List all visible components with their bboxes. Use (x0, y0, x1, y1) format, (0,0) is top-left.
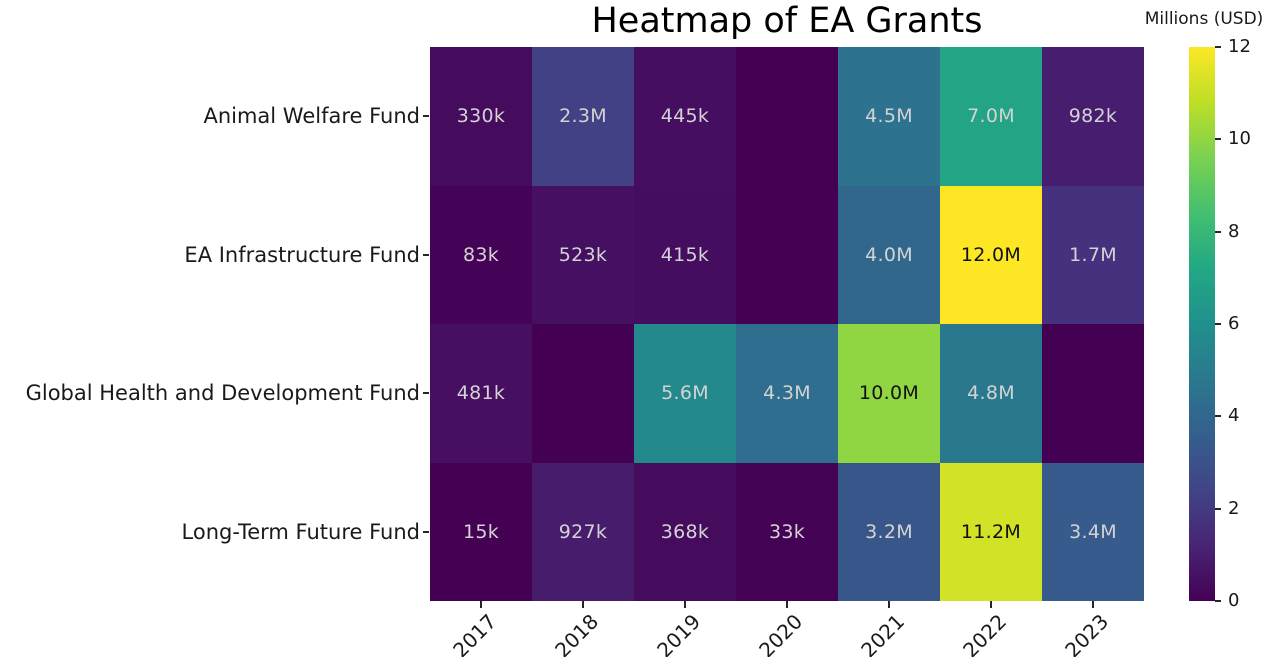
colorbar (1189, 47, 1215, 601)
x-tick-label: 2020 (754, 609, 808, 657)
cell-value-label: 368k (660, 520, 710, 543)
x-tick-mark (684, 601, 686, 608)
colorbar-tick-mark (1215, 600, 1221, 602)
heatmap-cell (532, 324, 634, 463)
heatmap-cell (1042, 324, 1144, 463)
heatmap-cell: 368k (634, 462, 736, 601)
heatmap-cell: 982k (1042, 47, 1144, 186)
x-tick-label: 2019 (652, 609, 706, 657)
y-tick-mark (423, 115, 429, 118)
cell-value-label: 15k (462, 520, 500, 543)
cell-value-label: 415k (660, 243, 710, 266)
colorbar-tick-label: 0 (1228, 590, 1240, 611)
heatmap-cell: 4.8M (940, 324, 1042, 463)
colorbar-label: Millions (USD) (1144, 9, 1264, 29)
colorbar-tick-mark (1215, 230, 1221, 233)
x-tick-mark (480, 601, 482, 608)
colorbar-tick-label: 10 (1228, 128, 1251, 150)
cell-value-label: 4.8M (967, 382, 1015, 405)
cell-value-label: 4.3M (763, 382, 811, 405)
colorbar-tick-mark (1215, 46, 1221, 48)
x-tick-label: 2018 (550, 609, 604, 657)
colorbar-tick-label: 2 (1228, 497, 1240, 519)
colorbar-tick-mark (1215, 323, 1221, 325)
cell-value-label: 445k (660, 105, 710, 128)
x-tick-label: 2022 (958, 609, 1012, 657)
heatmap-cell: 330k (430, 47, 532, 186)
y-tick-mark (423, 530, 429, 533)
heatmap-cell (736, 47, 838, 186)
x-tick-mark (990, 601, 992, 608)
cell-value-label: 5.6M (661, 382, 709, 405)
cell-value-label: 33k (768, 520, 806, 543)
row-label: Long-Term Future Fund (181, 519, 420, 544)
cell-value-label: 2.3M (559, 105, 607, 128)
row-label: Animal Welfare Fund (203, 104, 420, 129)
heatmap-cell: 5.6M (634, 324, 736, 463)
heatmap-cell: 11.2M (940, 462, 1042, 601)
heatmap-cell: 15k (430, 462, 532, 601)
heatmap-cell: 481k (430, 324, 532, 463)
cell-value-label: 1.7M (1069, 243, 1117, 266)
cell-value-label: 481k (456, 382, 506, 405)
chart-title: Heatmap of EA Grants (591, 1, 983, 41)
colorbar-tick-label: 8 (1228, 220, 1240, 242)
cell-value-label: 982k (1068, 105, 1118, 128)
heatmap-cell: 3.4M (1042, 462, 1144, 601)
heatmap-cell: 7.0M (940, 47, 1042, 186)
cell-value-label: 523k (558, 243, 608, 266)
heatmap-cell: 415k (634, 185, 736, 324)
heatmap-cell: 927k (532, 462, 634, 601)
heatmap-cell: 2.3M (532, 47, 634, 186)
heatmap-cell: 445k (634, 47, 736, 186)
colorbar-tick-mark (1215, 138, 1221, 141)
heatmap-cell: 4.0M (838, 185, 940, 324)
heatmap-cell: 1.7M (1042, 185, 1144, 324)
colorbar-tick-mark (1215, 415, 1221, 418)
cell-value-label: 7.0M (967, 105, 1015, 128)
heatmap-cell (736, 185, 838, 324)
x-tick-mark (888, 601, 890, 608)
x-tick-label: 2023 (1060, 609, 1114, 657)
heatmap-cell: 4.3M (736, 324, 838, 463)
colorbar-tick-label: 4 (1228, 405, 1240, 427)
cell-value-label: 12.0M (960, 243, 1022, 266)
heatmap-cell: 33k (736, 462, 838, 601)
colorbar-tick-label: 12 (1228, 36, 1251, 57)
heatmap-cell: 10.0M (838, 324, 940, 463)
x-tick-mark (1092, 601, 1094, 608)
x-tick-label: 2021 (856, 609, 910, 657)
cell-value-label: 3.2M (865, 520, 913, 543)
cell-value-label: 11.2M (960, 520, 1022, 543)
row-label: EA Infrastructure Fund (184, 242, 420, 267)
y-tick-mark (423, 392, 429, 395)
cell-value-label: 83k (462, 243, 500, 266)
heatmap-grid: 330k 2.3M 445k 4.5M 7.0M 982k 83k 523k 415k 4.0M 1… (430, 47, 1144, 601)
heatmap-cell: 523k (532, 185, 634, 324)
heatmap-cell: 3.2M (838, 462, 940, 601)
x-tick-label: 2017 (448, 609, 502, 657)
colorbar-tick-label: 6 (1228, 313, 1240, 334)
cell-value-label: 10.0M (858, 382, 920, 405)
heatmap-cell: 4.5M (838, 47, 940, 186)
cell-value-label: 3.4M (1069, 520, 1117, 543)
colorbar-tick-mark (1215, 507, 1221, 510)
cell-value-label: 330k (456, 105, 506, 128)
heatmap-cell: 12.0M (940, 185, 1042, 324)
cell-value-label: 4.5M (865, 105, 913, 128)
heatmap-cell: 83k (430, 185, 532, 324)
cell-value-label: 927k (558, 520, 608, 543)
x-tick-mark (786, 601, 788, 608)
row-label: Global Health and Development Fund (25, 381, 420, 406)
x-tick-mark (582, 601, 584, 608)
y-tick-mark (423, 253, 429, 256)
cell-value-label: 4.0M (865, 243, 913, 266)
